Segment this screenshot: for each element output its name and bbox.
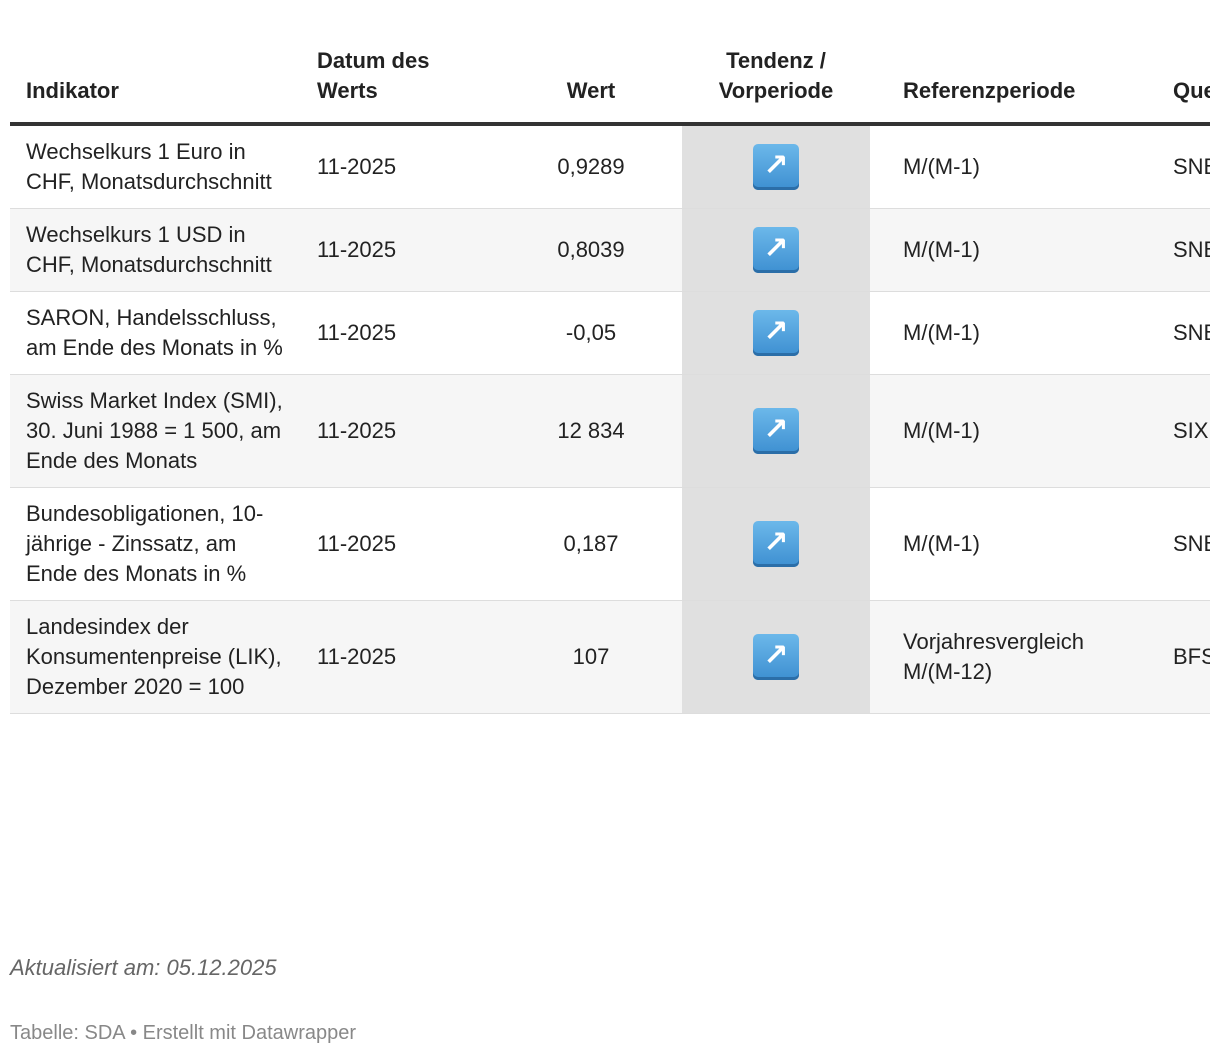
trend-icon: ↗ [753,227,799,273]
table-cell: ↗ [682,374,870,488]
table-cell: SNB [1157,124,1210,209]
table-cell: BFS [1157,600,1210,714]
trend-icon: ↗ [753,634,799,680]
table-cell: M/(M-1) [870,124,1157,209]
table-cell: M/(M-1) [870,208,1157,292]
table-cell: M/(M-1) [870,374,1157,488]
table-cell: 107 [500,600,682,714]
credit: Tabelle: SDA • Erstellt mit Datawrapper [10,1022,357,1044]
table-cell: 11-2025 [301,291,500,375]
table-cell: 12 834 [500,374,682,488]
table-cell: Bundesobligationen, 10-jährige - Zinssat… [10,487,301,601]
table-cell: 11-2025 [301,124,500,209]
table-cell: ↗ [682,600,870,714]
table-cell: M/(M-1) [870,487,1157,601]
table-cell: 11-2025 [301,600,500,714]
table-cell: Vorjahresvergleich M/(M-12) [870,600,1157,714]
table-cell: Wechselkurs 1 USD in CHF, Monatsdurchsch… [10,208,301,292]
trend-icon: ↗ [753,521,799,567]
table-cell: ↗ [682,291,870,375]
table-cell: ↗ [682,487,870,601]
trend-icon: ↗ [753,144,799,190]
trend-icon: ↗ [753,408,799,454]
table-row: Wechselkurs 1 Euro in CHF, Monatsdurchsc… [10,124,1210,209]
table-cell: 11-2025 [301,487,500,601]
table-cell: SNB [1157,291,1210,375]
table-row: Landesindex der Konsumentenpreise (LIK),… [10,600,1210,714]
column-header: Wert [500,40,682,126]
update-note: Aktualisiert am: 05.12.2025 [10,955,277,980]
table-cell: 11-2025 [301,208,500,292]
table-container: Indikator Datum des Werts Wert Tendenz / Vo… [10,40,1210,920]
table-cell: Swiss Market Index (SMI), 30. Juni 1988 … [10,374,301,488]
column-header: Indikator [10,40,301,126]
table-cell: -0,05 [500,291,682,375]
table-cell: M/(M-1) [870,291,1157,375]
trend-icon: ↗ [753,310,799,356]
table-cell: SNB [1157,487,1210,601]
table-row: SARON, Handelsschluss, am Ende des Monat… [10,291,1210,375]
table-cell: SNB [1157,208,1210,292]
table-cell: SIX [1157,374,1210,488]
table-cell: 0,187 [500,487,682,601]
table-body: Wechselkurs 1 Euro in CHF, Monatsdurchsc… [10,124,1210,714]
column-header: Tendenz / Vorperiode [682,40,870,126]
table-row: Swiss Market Index (SMI), 30. Juni 1988 … [10,374,1210,488]
table-cell: ↗ [682,124,870,209]
table-cell: 11-2025 [301,374,500,488]
column-header: Datum des Werts [301,40,500,126]
table-cell: SARON, Handelsschluss, am Ende des Monat… [10,291,301,375]
table-row: Bundesobligationen, 10-jährige - Zinssat… [10,487,1210,601]
table-row: Wechselkurs 1 USD in CHF, Monatsdurchsch… [10,208,1210,292]
table-cell: 0,8039 [500,208,682,292]
table-cell: 0,9289 [500,124,682,209]
column-header: Quelle [1157,40,1210,126]
header-row: Indikator Datum des Werts Wert Tendenz / Vo… [10,40,1210,126]
table-cell: Landesindex der Konsumentenpreise (LIK),… [10,600,301,714]
table: Indikator Datum des Werts Wert Tendenz / Vo… [10,40,1210,714]
table-cell: Wechselkurs 1 Euro in CHF, Monatsdurchsc… [10,124,301,209]
table-cell: ↗ [682,208,870,292]
column-header: Referenzperiode [870,40,1157,126]
